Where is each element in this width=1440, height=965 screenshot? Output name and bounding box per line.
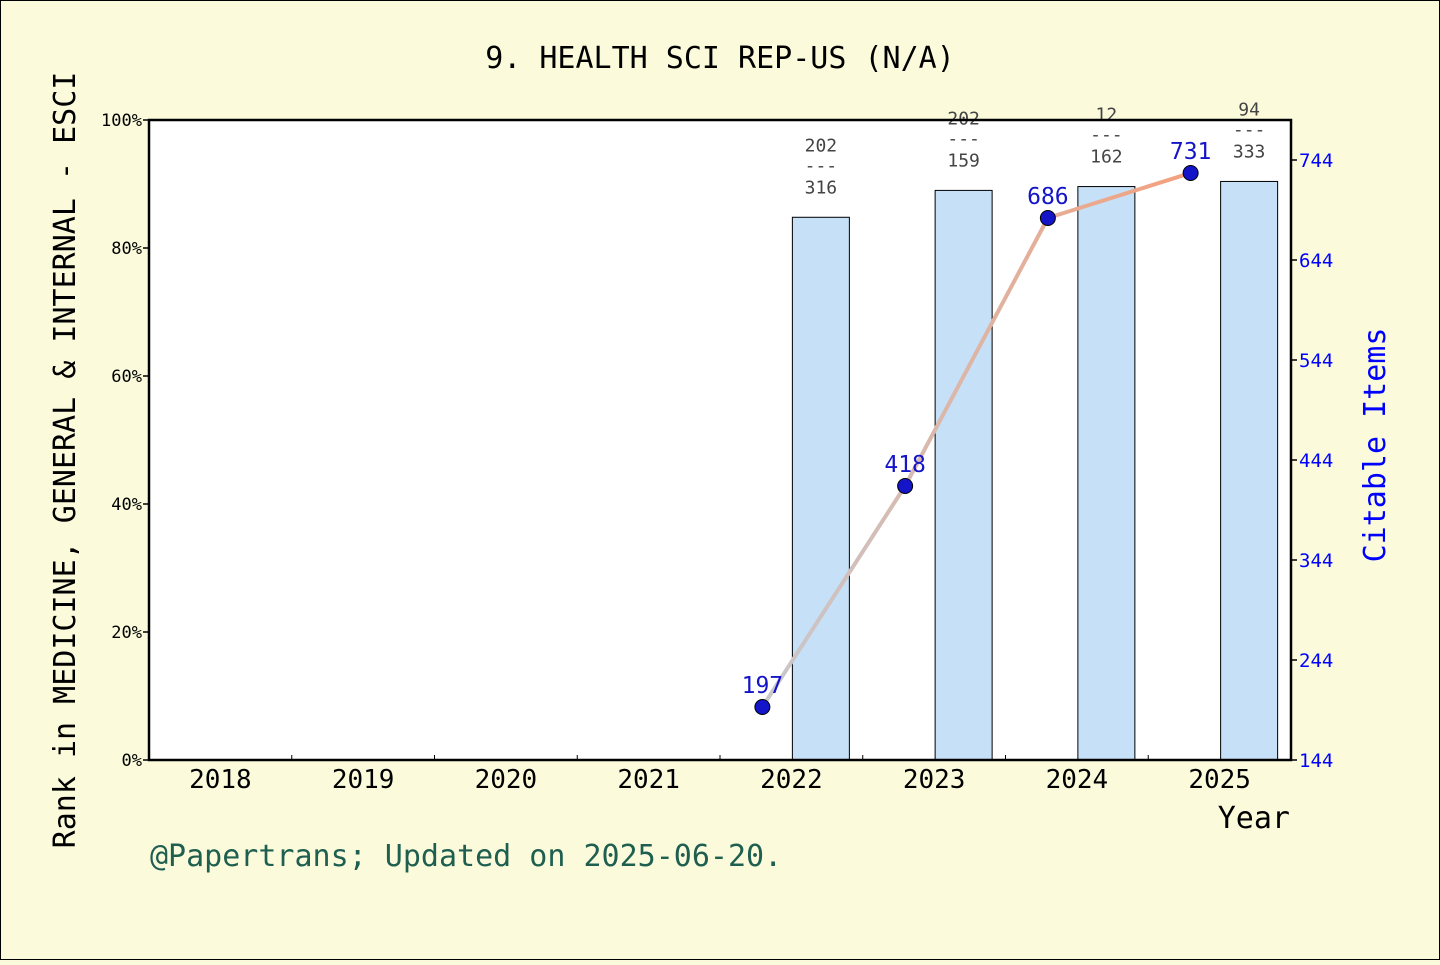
x-tick-label-2018: 2018 <box>189 765 252 795</box>
footer-credit: @Papertrans; Updated on 2025-06-20. <box>150 839 782 874</box>
y2-tick-label: 544 <box>1299 350 1333 372</box>
x-tick-label-2019: 2019 <box>332 765 395 795</box>
rank-separator-2024: --- <box>1090 125 1123 146</box>
y2-tick-label: 744 <box>1299 150 1333 172</box>
y-tick-label: 20% <box>111 623 142 643</box>
y-tick-label: 100% <box>101 111 142 131</box>
y2-tick-label: 344 <box>1299 550 1333 572</box>
bar-2024 <box>1077 186 1136 761</box>
x-tick-label-2025: 2025 <box>1188 765 1251 795</box>
x-axis-label: Year <box>1218 801 1290 836</box>
rank-value-2022: 202 <box>805 135 838 156</box>
chart-title: 9. HEALTH SCI REP-US (N/A) <box>485 41 955 76</box>
marker-2024 <box>1039 210 1056 226</box>
y2-tick-label: 144 <box>1299 750 1333 772</box>
rank-total-2025: 333 <box>1233 141 1266 162</box>
y-tick-label: 60% <box>111 367 142 387</box>
y-axis-label: Rank in MEDICINE, GENERAL & INTERNAL - E… <box>48 72 83 849</box>
rank-value-2025: 94 <box>1238 99 1260 120</box>
line-label-2022: 197 <box>742 673 784 699</box>
marker-2022 <box>754 699 771 715</box>
bar-series <box>791 180 1279 761</box>
rank-total-2023: 159 <box>947 150 980 171</box>
line-markers <box>754 165 1199 715</box>
y-tick-label: 40% <box>111 495 142 515</box>
x-tick-label-2024: 2024 <box>1046 765 1109 795</box>
rank-total-2022: 316 <box>805 177 838 198</box>
x-tick-label-2021: 2021 <box>617 765 680 795</box>
marker-2023 <box>897 478 914 494</box>
bar-2023 <box>934 189 993 761</box>
line-label-2023: 418 <box>884 452 926 478</box>
x-axis: 2018 2019 2020 2021 2022 2023 2024 2025 <box>189 755 1251 795</box>
y-axis-right: 144 244 344 444 544 644 744 <box>1291 150 1333 772</box>
y2-axis-label: Citable Items <box>1358 328 1393 563</box>
y2-tick-label: 644 <box>1299 250 1333 272</box>
rank-value-2024: 12 <box>1096 105 1118 126</box>
y-tick-label: 0% <box>122 751 142 771</box>
rank-separator-2025: --- <box>1233 119 1266 140</box>
rank-total-2024: 162 <box>1090 147 1123 168</box>
x-tick-label-2022: 2022 <box>760 765 823 795</box>
rank-separator-2023: --- <box>947 128 980 149</box>
y-tick-label: 80% <box>111 239 142 259</box>
citable-items-line <box>760 171 1192 709</box>
y-axis-left: 0% 20% 40% 60% 80% 100% <box>101 111 149 771</box>
line-label-2024: 686 <box>1027 184 1069 210</box>
bar-2022 <box>791 216 850 761</box>
line-series <box>760 171 1192 709</box>
line-value-labels: 197 418 686 731 <box>742 139 1212 699</box>
x-tick-label-2023: 2023 <box>903 765 966 795</box>
line-label-2025: 731 <box>1170 139 1212 165</box>
x-tick-label-2020: 2020 <box>475 765 538 795</box>
y2-tick-label: 244 <box>1299 650 1333 672</box>
bar-2025 <box>1220 180 1279 761</box>
marker-2025 <box>1182 165 1199 181</box>
rank-separator-2022: --- <box>805 155 838 176</box>
y2-tick-label: 444 <box>1299 450 1333 472</box>
